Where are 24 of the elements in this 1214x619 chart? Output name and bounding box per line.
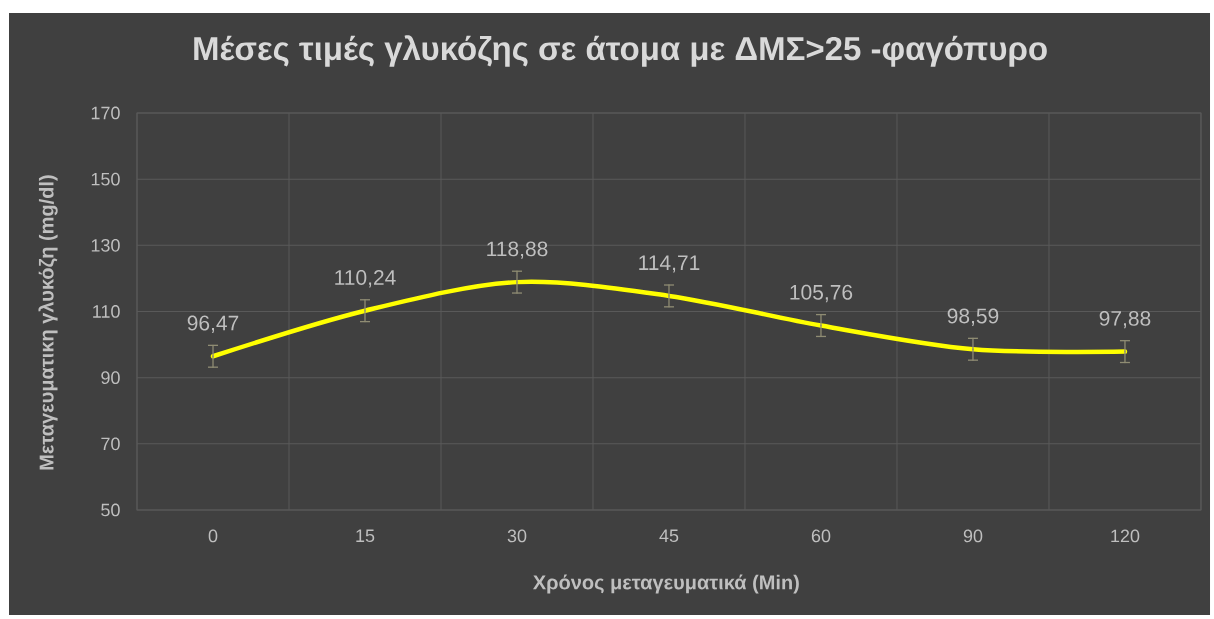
data-label: 98,59 <box>947 308 999 326</box>
data-label: 105,76 <box>790 284 853 303</box>
x-tick-label: 90 <box>963 529 983 543</box>
data-label: 96,47 <box>187 315 239 333</box>
y-tick-label: 130 <box>91 238 120 252</box>
x-tick-label: 120 <box>1111 529 1140 543</box>
data-label: 97,88 <box>1099 310 1151 329</box>
y-tick-label: 50 <box>101 503 120 517</box>
y-tick-label: 70 <box>101 437 120 451</box>
data-label: 110,24 <box>335 270 396 288</box>
chart-title: Μέσες τιμές γλυκόζης σε άτομα με ΔΜΣ>25 -φαγόπυρο <box>194 35 1047 67</box>
y-tick-label: 150 <box>91 172 120 186</box>
data-label: 118,88 <box>487 241 548 259</box>
data-label: 114,71 <box>639 255 700 273</box>
y-tick-label: 170 <box>91 106 120 120</box>
x-tick-label: 0 <box>208 529 218 543</box>
x-tick-label: 15 <box>356 529 375 543</box>
x-tick-label: 30 <box>507 529 527 543</box>
y-tick-label: 90 <box>101 371 120 385</box>
y-tick-label: 110 <box>93 305 120 318</box>
x-tick-label: 45 <box>659 529 679 543</box>
x-axis-title: Χρόνος μεταγευματικά (Min) <box>533 574 799 594</box>
y-axis-title: Μεταγευματικη γλυκόζη (mg/dl) <box>38 175 58 470</box>
x-tick-label: 60 <box>811 529 831 543</box>
